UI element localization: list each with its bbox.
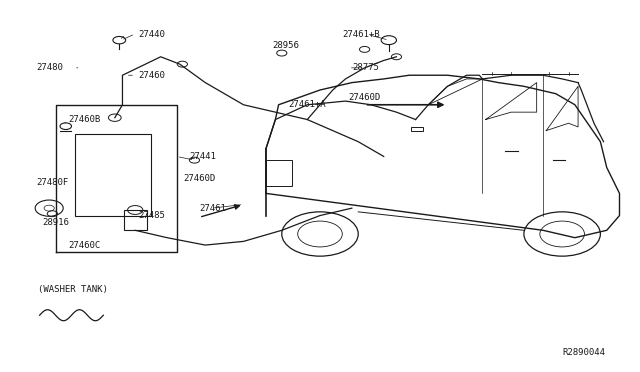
Text: (WASHER TANK): (WASHER TANK) [38,285,108,294]
Text: 27440: 27440 [138,30,165,39]
Text: 27485: 27485 [138,211,165,220]
Text: 27461+B: 27461+B [342,30,380,39]
Bar [75,134,151,215]
Text: 27460B: 27460B [68,115,100,124]
Bar [124,210,147,230]
Text: 27461+A: 27461+A [288,100,326,109]
Text: 27480F: 27480F [36,178,68,187]
Text: 27441: 27441 [189,152,216,161]
Text: 27460D: 27460D [183,174,215,183]
Text: 27460D: 27460D [349,93,381,102]
Text: 27460: 27460 [138,71,165,80]
Text: 27460C: 27460C [68,241,100,250]
Bar [266,160,292,186]
Text: 28916: 28916 [43,218,70,227]
Text: 27461: 27461 [199,203,226,213]
Text: R2890044: R2890044 [562,348,605,357]
Text: 28956: 28956 [272,41,299,50]
Text: 27480: 27480 [36,63,63,72]
Bar [411,127,422,131]
Text: 28775: 28775 [352,63,379,72]
